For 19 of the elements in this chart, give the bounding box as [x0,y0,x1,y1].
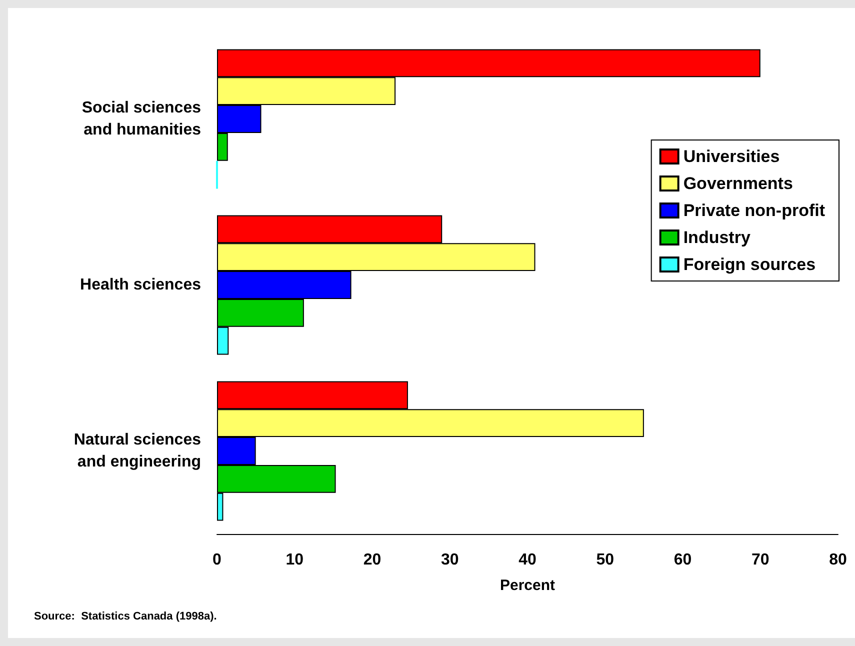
x-tick-label: 70 [751,552,770,568]
legend-label: Private non-profit [683,201,826,220]
y-tick-label: Natural sciences and engineering [74,432,202,470]
x-tick-label: 10 [286,552,304,568]
x-tick-label: 50 [596,552,614,568]
legend-label: Foreign sources [683,255,816,274]
legend-label: Industry [683,228,751,247]
x-tick-label: 30 [440,552,459,568]
x-tick-label: 20 [363,552,382,568]
x-tick-label: 60 [674,552,692,568]
x-tick-label: 0 [212,552,222,568]
source-note: Source: Statistics Canada (1998a). [34,610,217,622]
legend-label: Universities [683,147,780,166]
x-tick-label: 40 [518,552,536,568]
y-tick-label: Social sciences and humanities [82,100,202,138]
x-tick-label: 80 [829,552,847,568]
x-axis-title: Percent [500,577,556,594]
legend-label: Governments [683,174,793,193]
y-tick-label: Health sciences [80,276,202,294]
